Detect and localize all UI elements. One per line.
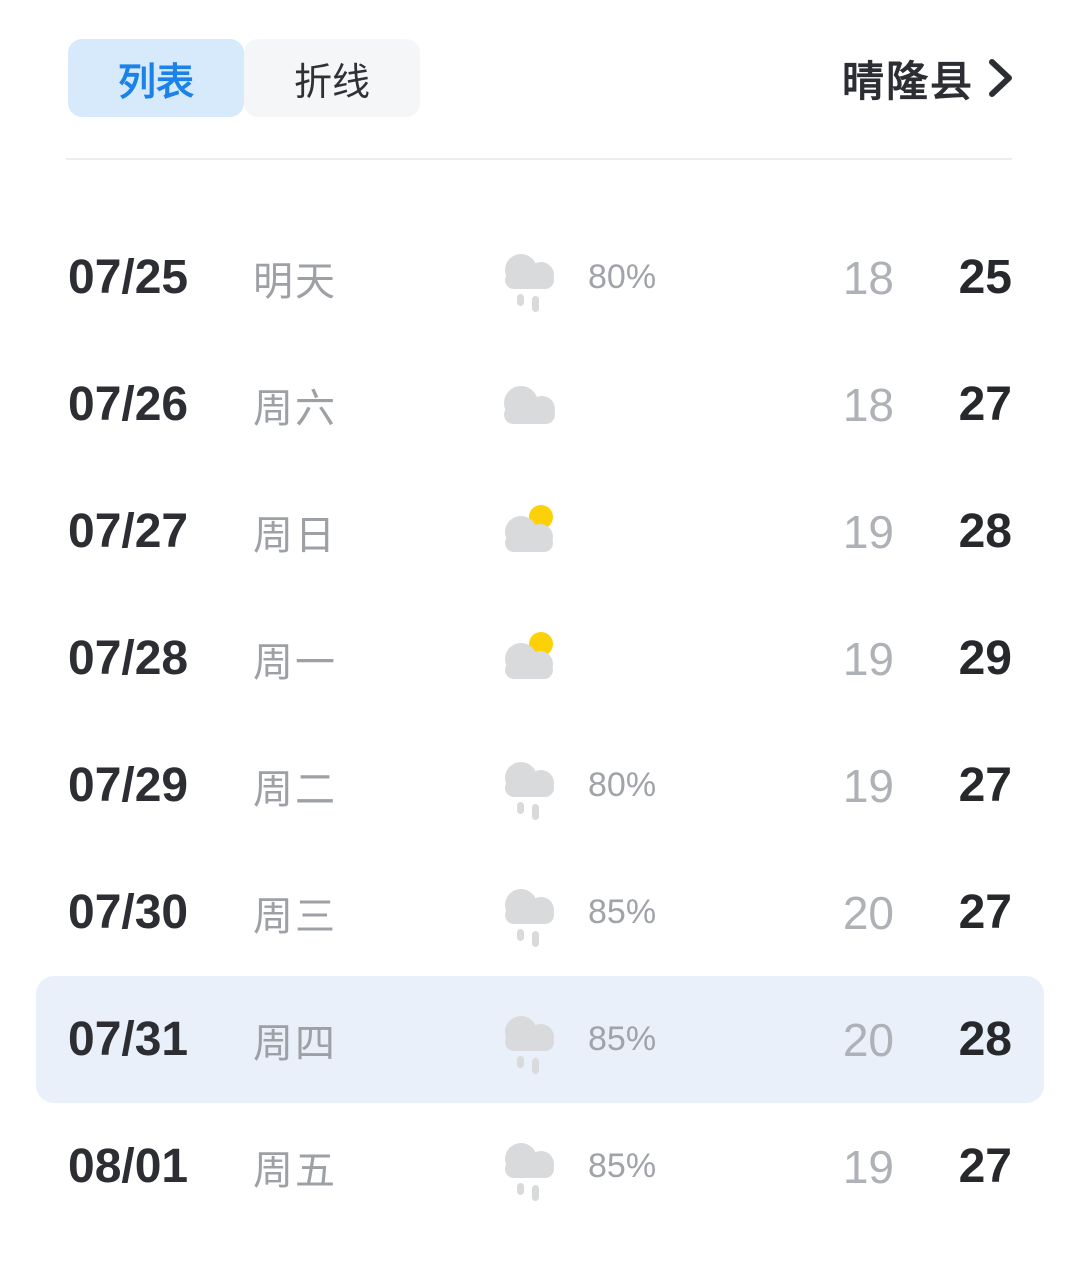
forecast-date: 07/28: [68, 632, 189, 685]
precip-probability: 85%: [588, 1020, 657, 1058]
partly-cloudy-icon: [496, 497, 566, 567]
tab-line-view[interactable]: 折线: [244, 39, 420, 117]
forecast-weather: 85%: [378, 878, 789, 948]
forecast-row[interactable]: 07/27 周日: [36, 468, 1044, 595]
tab-line-view-label: 折线: [293, 61, 370, 104]
forecast-list: 07/25 明天: [0, 214, 1080, 1230]
rain-icon: [496, 878, 566, 948]
forecast-day: 周一: [253, 640, 337, 685]
forecast-row[interactable]: 07/31 周四: [36, 976, 1044, 1103]
rain-icon: [496, 1132, 566, 1202]
forecast-date: 07/25: [68, 251, 189, 304]
temp-low: 19: [842, 1140, 894, 1193]
temp-high: 27: [958, 886, 1012, 939]
forecast-day: 明天: [253, 259, 337, 304]
rain-icon: [496, 243, 566, 313]
forecast-date: 07/27: [68, 505, 189, 558]
forecast-weather: [378, 624, 789, 694]
location-name: 晴隆县: [841, 57, 974, 105]
forecast-date: 08/01: [68, 1140, 189, 1193]
temp-low: 19: [842, 505, 894, 558]
forecast-day: 周三: [253, 894, 337, 939]
temp-high: 27: [958, 378, 1012, 431]
temp-low: 19: [842, 759, 894, 812]
temp-low: 18: [842, 378, 894, 431]
forecast-weather: 80%: [378, 243, 789, 313]
header: 列表 折线 晴隆县: [0, 0, 1080, 118]
temp-high: 27: [958, 759, 1012, 812]
temp-high: 28: [958, 1013, 1012, 1066]
location-selector[interactable]: 晴隆县: [842, 48, 1014, 109]
forecast-day: 周五: [253, 1148, 337, 1193]
forecast-day: 周二: [253, 767, 337, 812]
forecast-date: 07/26: [68, 378, 189, 431]
header-divider: [66, 158, 1012, 160]
forecast-weather: 85%: [378, 1132, 789, 1202]
temp-high: 29: [958, 632, 1012, 685]
precip-probability: 85%: [588, 893, 657, 931]
forecast-weather: 85%: [378, 1005, 789, 1075]
forecast-date: 07/29: [68, 759, 189, 812]
tab-list-view[interactable]: 列表: [68, 39, 244, 117]
forecast-date: 07/31: [68, 1013, 189, 1066]
forecast-day: 周日: [253, 513, 337, 558]
forecast-row[interactable]: 07/29 周二: [36, 722, 1044, 849]
forecast-row[interactable]: 08/01 周五: [36, 1103, 1044, 1230]
temp-high: 25: [958, 251, 1012, 304]
forecast-row[interactable]: 07/25 明天: [36, 214, 1044, 341]
forecast-row[interactable]: 07/28 周一: [36, 595, 1044, 722]
precip-probability: 80%: [588, 766, 657, 804]
forecast-weather: 80%: [378, 751, 789, 821]
forecast-weather: [378, 497, 789, 567]
view-tab-group: 列表 折线: [68, 39, 420, 117]
precip-probability: 80%: [588, 258, 657, 296]
forecast-date: 07/30: [68, 886, 189, 939]
temp-high: 28: [958, 505, 1012, 558]
precip-probability: 85%: [588, 1147, 657, 1185]
rain-icon: [496, 1005, 566, 1075]
tab-list-view-label: 列表: [117, 61, 194, 104]
forecast-day: 周四: [253, 1021, 337, 1066]
partly-cloudy-icon: [496, 624, 566, 694]
forecast-row[interactable]: 07/26 周六: [36, 341, 1044, 468]
forecast-day: 周六: [253, 386, 337, 431]
temp-low: 20: [842, 886, 894, 939]
temp-low: 19: [842, 632, 894, 685]
temp-high: 27: [958, 1140, 1012, 1193]
rain-icon: [496, 751, 566, 821]
cloud-icon: [496, 370, 566, 440]
temp-low: 18: [842, 251, 894, 304]
temp-low: 20: [842, 1013, 894, 1066]
forecast-weather: [378, 370, 789, 440]
chevron-right-icon: [988, 56, 1014, 100]
forecast-row[interactable]: 07/30 周三: [36, 849, 1044, 976]
